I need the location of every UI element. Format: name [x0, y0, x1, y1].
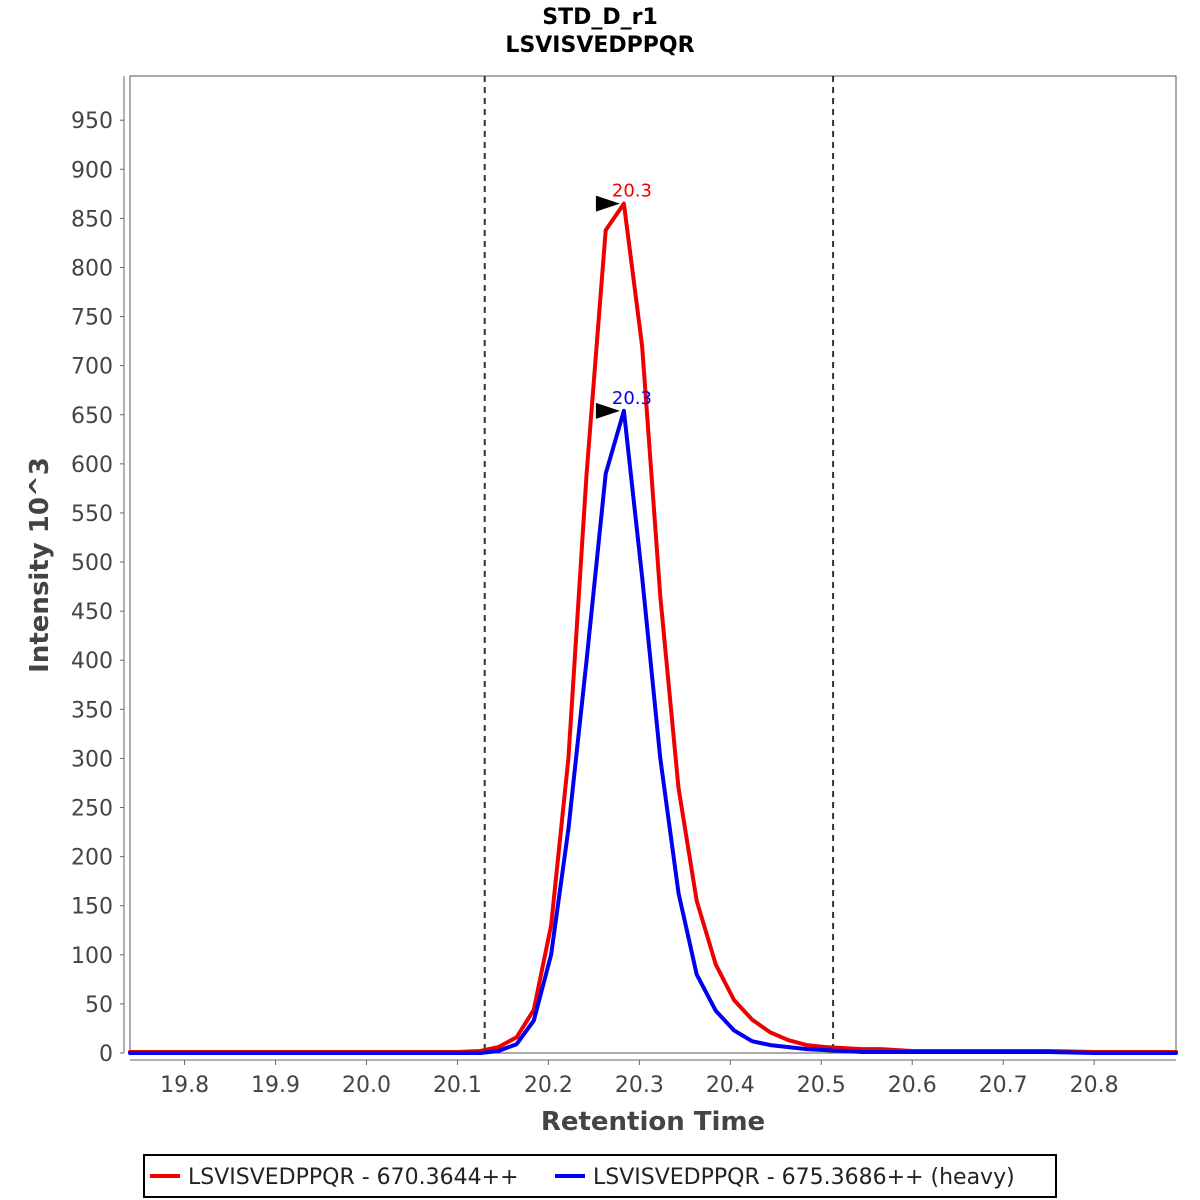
y-tick-label: 400 — [71, 649, 113, 674]
x-axis: 19.8 19.9 20.0 20.1 20.2 20.3 20.4 20.5 20.6 20.7… — [130, 1059, 1176, 1098]
y-tick-label: 350 — [71, 698, 113, 723]
legend-box — [143, 1154, 1057, 1198]
y-tick-label: 50 — [85, 993, 113, 1018]
series-line-2 — [128, 408, 1178, 1055]
y-tick-label: 750 — [71, 306, 113, 331]
chart-title: STD_D_r1 — [542, 5, 658, 30]
y-tick-label: 900 — [71, 158, 113, 183]
series-lines — [128, 201, 1178, 1055]
x-tick-label: 20.1 — [433, 1073, 482, 1098]
y-axis: 0 50 100 150 200 250 300 350 400 450 500 550 600 650 7… — [71, 76, 125, 1067]
y-tick-label: 250 — [71, 797, 113, 822]
peak-arrow-2 — [595, 402, 620, 419]
y-tick-label: 650 — [71, 404, 113, 429]
legend-label-2: LSVISVEDPPQR - 675.3686++ (heavy) — [593, 1165, 1015, 1190]
x-tick-label: 20.8 — [1070, 1073, 1119, 1098]
y-tick-label: 0 — [99, 1042, 113, 1067]
peak-label-1: 20.3 — [612, 181, 652, 202]
y-tick-label: 800 — [71, 256, 113, 281]
x-tick-label: 19.8 — [160, 1073, 209, 1098]
peak-annotations: 20.3 20.3 — [595, 181, 652, 419]
legend-label-1: LSVISVEDPPQR - 670.3644++ — [188, 1165, 519, 1190]
y-tick-label: 150 — [71, 895, 113, 920]
peak-arrow-1 — [595, 195, 620, 212]
plot-area — [129, 75, 1177, 1054]
chart-subtitle: LSVISVEDPPQR — [505, 33, 694, 58]
x-tick-label: 20.7 — [979, 1073, 1028, 1098]
y-tick-label: 300 — [71, 747, 113, 772]
peak-label-2: 20.3 — [612, 388, 652, 409]
x-tick-label: 19.9 — [251, 1073, 300, 1098]
y-tick-label: 500 — [71, 551, 113, 576]
legend: LSVISVEDPPQR - 670.3644++ LSVISVEDPPQR - … — [143, 1154, 1057, 1198]
x-tick-label: 20.4 — [706, 1073, 755, 1098]
y-tick-label: 200 — [71, 846, 113, 871]
x-tick-label: 20.5 — [797, 1073, 846, 1098]
x-tick-label: 20.3 — [615, 1073, 664, 1098]
plot-frame — [129, 75, 1177, 1054]
y-tick-label: 600 — [71, 453, 113, 478]
y-tick-label: 450 — [71, 600, 113, 625]
x-tick-label: 20.6 — [888, 1073, 937, 1098]
x-axis-label: Retention Time — [541, 1107, 765, 1137]
y-tick-label: 100 — [71, 944, 113, 969]
y-tick-label: 700 — [71, 355, 113, 380]
y-tick-label: 850 — [71, 207, 113, 232]
x-tick-label: 20.2 — [524, 1073, 573, 1098]
y-tick-label: 550 — [71, 502, 113, 527]
y-axis-label: Intensity 10^3 — [25, 457, 55, 673]
x-tick-label: 20.0 — [342, 1073, 391, 1098]
y-tick-label: 950 — [71, 109, 113, 134]
integration-boundaries — [483, 76, 835, 1053]
